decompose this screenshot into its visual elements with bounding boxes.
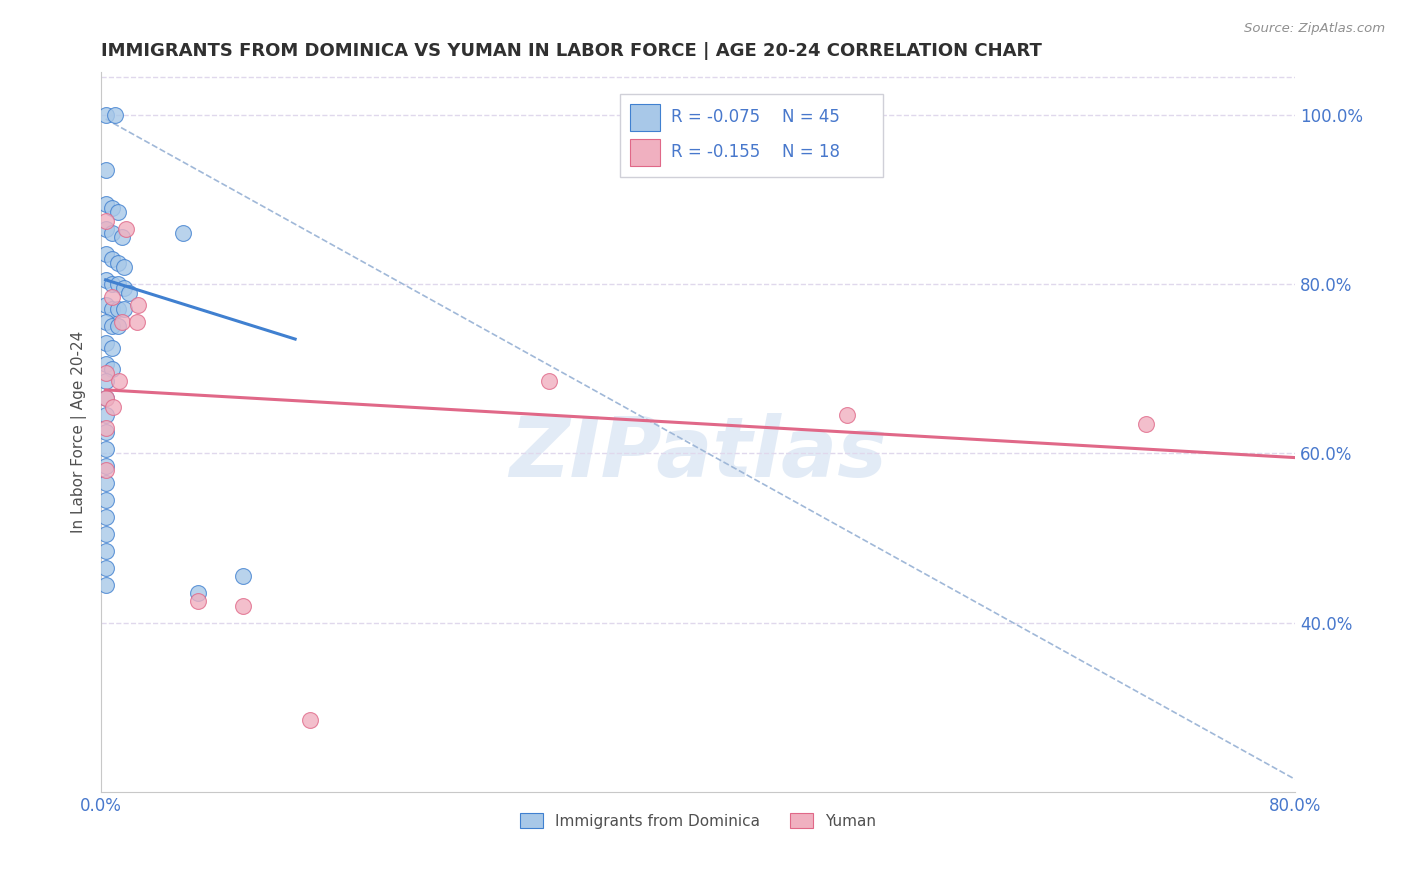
Point — [125, 315, 148, 329]
Point — [94, 421, 117, 435]
Point — [100, 290, 122, 304]
Point — [172, 227, 194, 241]
Text: R = -0.155: R = -0.155 — [671, 143, 759, 161]
Point — [94, 213, 117, 227]
Point — [112, 260, 135, 274]
Point — [100, 302, 122, 317]
Point — [94, 509, 117, 524]
Point — [94, 108, 117, 122]
Point — [100, 341, 122, 355]
Point — [94, 560, 117, 574]
FancyBboxPatch shape — [620, 94, 883, 177]
Point — [94, 425, 117, 440]
Point — [94, 458, 117, 473]
Point — [232, 599, 254, 613]
Y-axis label: In Labor Force | Age 20-24: In Labor Force | Age 20-24 — [72, 331, 87, 533]
Text: N = 45: N = 45 — [782, 108, 839, 126]
Point — [108, 375, 131, 389]
Point — [537, 375, 560, 389]
Point — [107, 277, 129, 291]
Point — [94, 543, 117, 558]
Point — [107, 256, 129, 270]
Point — [94, 409, 117, 423]
Point — [187, 586, 209, 600]
Point — [100, 277, 122, 291]
Text: IMMIGRANTS FROM DOMINICA VS YUMAN IN LABOR FORCE | AGE 20-24 CORRELATION CHART: IMMIGRANTS FROM DOMINICA VS YUMAN IN LAB… — [101, 42, 1042, 60]
Point — [299, 713, 322, 727]
Point — [107, 205, 129, 219]
Point — [94, 222, 117, 236]
Point — [107, 319, 129, 334]
Point — [187, 594, 209, 608]
Point — [94, 492, 117, 507]
Point — [94, 273, 117, 287]
Point — [94, 577, 117, 591]
Point — [94, 442, 117, 457]
Point — [127, 298, 149, 312]
Point — [111, 315, 134, 329]
Text: N = 18: N = 18 — [782, 143, 839, 161]
Point — [94, 392, 117, 406]
Text: ZIPatlas: ZIPatlas — [509, 413, 887, 494]
Text: R = -0.075: R = -0.075 — [671, 108, 759, 126]
Point — [94, 336, 117, 351]
Point — [111, 230, 134, 244]
Point — [112, 302, 135, 317]
Point — [115, 222, 138, 236]
Point — [94, 247, 117, 261]
Point — [100, 201, 122, 215]
Point — [100, 361, 122, 376]
Point — [94, 375, 117, 389]
Text: Source: ZipAtlas.com: Source: ZipAtlas.com — [1244, 22, 1385, 36]
Point — [103, 108, 125, 122]
Point — [1135, 417, 1157, 431]
Point — [100, 227, 122, 241]
Point — [94, 315, 117, 329]
Point — [94, 358, 117, 372]
Point — [94, 475, 117, 490]
Point — [837, 409, 859, 423]
Point — [107, 302, 129, 317]
Point — [94, 463, 117, 477]
Bar — [630, 138, 659, 166]
Point — [100, 252, 122, 266]
Point — [94, 196, 117, 211]
Bar — [630, 104, 659, 131]
Point — [112, 281, 135, 295]
Point — [94, 526, 117, 541]
Point — [94, 298, 117, 312]
Point — [100, 319, 122, 334]
Point — [94, 366, 117, 380]
Point — [94, 162, 117, 177]
Point — [94, 392, 117, 406]
Point — [118, 285, 141, 300]
Point — [101, 400, 124, 414]
Legend: Immigrants from Dominica, Yuman: Immigrants from Dominica, Yuman — [513, 806, 883, 835]
Point — [232, 569, 254, 583]
